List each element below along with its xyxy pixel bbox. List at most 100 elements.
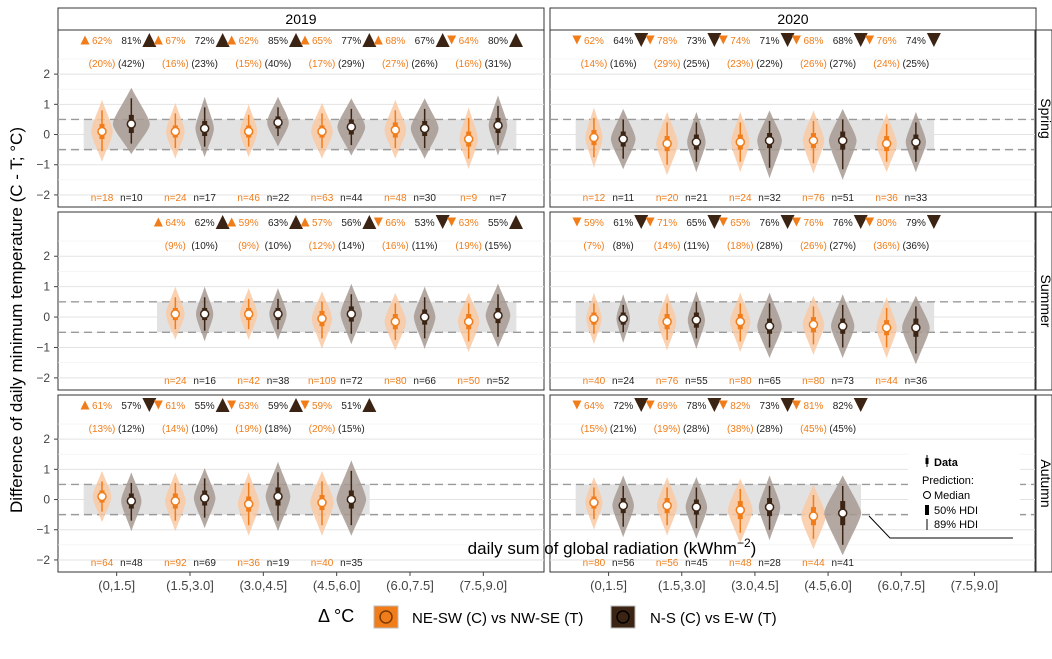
panel-frame bbox=[57, 211, 545, 391]
median-point bbox=[170, 126, 181, 137]
inset-prediction-title: Prediction: bbox=[922, 475, 974, 487]
median-point bbox=[837, 321, 848, 331]
panel: −2 −1 0 1 2 n=24 64% (9%) n=16 62% (10%) n=42 59% (9%… bbox=[36, 211, 545, 391]
season-strip-label: Spring bbox=[1038, 98, 1052, 138]
prob-label: 80% bbox=[877, 218, 897, 229]
season-strip-label: Autumn bbox=[1038, 459, 1052, 507]
rope-prob-label: (19%) bbox=[235, 424, 262, 435]
median-point bbox=[589, 313, 599, 324]
arrow-down-icon bbox=[865, 35, 875, 45]
n-label: n=10 bbox=[120, 193, 143, 204]
n-label: n=24 bbox=[164, 376, 187, 387]
median-key bbox=[923, 491, 931, 499]
rope-prob-label: (36%) bbox=[873, 241, 900, 252]
x-tick-label: (0,1.5] bbox=[98, 578, 135, 593]
n-label: n=20 bbox=[656, 193, 679, 204]
violin-group: n=52 55% (15%) bbox=[485, 215, 523, 387]
panel: −2 −1 0 1 2 (0,1.5] (1.5,3.0] (3.0,4.5] (4.5,6.0… bbox=[36, 394, 545, 593]
y-tick-label: −1 bbox=[36, 340, 50, 354]
violin-group: n=38 63% (10%) bbox=[265, 215, 303, 387]
prob-label: 76% bbox=[760, 218, 780, 229]
arrow-up-icon bbox=[227, 217, 237, 227]
arrow-down-icon bbox=[142, 398, 157, 412]
panel-frame bbox=[57, 394, 545, 573]
n-label: n=56 bbox=[656, 558, 679, 569]
legend-key-ne-sw-dot bbox=[379, 610, 393, 624]
rope-prob-label: (15%) bbox=[338, 424, 365, 435]
arrow-down-icon bbox=[634, 215, 649, 229]
median-point bbox=[808, 319, 819, 330]
violin-group: n=80 76% (26%) bbox=[791, 217, 827, 387]
arrow-up-icon bbox=[289, 33, 303, 47]
median-point bbox=[881, 138, 892, 149]
violin-group: n=45 78% (28%) bbox=[683, 398, 722, 569]
median-point bbox=[662, 500, 672, 511]
rope-prob-label: (26%) bbox=[800, 59, 827, 70]
arrow-down-icon bbox=[572, 217, 582, 227]
arrow-down-icon bbox=[853, 215, 868, 229]
arrow-up-icon bbox=[153, 217, 163, 227]
rope-prob-label: (16%) bbox=[382, 241, 409, 252]
x-tick-label: (1.5,3.0] bbox=[658, 578, 706, 593]
n-label: n=12 bbox=[583, 193, 606, 204]
n-label: n=48 bbox=[384, 193, 407, 204]
median-point bbox=[390, 125, 401, 135]
arrow-down-icon bbox=[926, 215, 941, 229]
prob-label: 76% bbox=[877, 36, 897, 47]
median-point bbox=[808, 511, 819, 521]
rope-prob-label: (9%) bbox=[238, 241, 259, 252]
panel: n=1262%(14%)n=1164%(16%)n=2078%(29%)n=21… bbox=[549, 29, 1036, 208]
arrow-down-icon bbox=[791, 217, 801, 227]
inset-median-label: Median bbox=[934, 490, 970, 502]
violin-group: n=76 68% (26%) bbox=[791, 35, 827, 204]
x-axis-title: daily sum of global radiation (kWhm−2) bbox=[468, 536, 757, 558]
n-label: n=52 bbox=[487, 376, 510, 387]
median-point bbox=[691, 502, 702, 512]
prob-label: 72% bbox=[195, 36, 215, 47]
rope-prob-label: (26%) bbox=[411, 59, 438, 70]
n-label: n=69 bbox=[193, 558, 216, 569]
median-point bbox=[273, 491, 283, 502]
n-label: n=80 bbox=[384, 376, 407, 387]
rope-prob-label: (28%) bbox=[683, 424, 710, 435]
violin-group: n=33 74% (25%) bbox=[903, 33, 941, 204]
rope-prob-label: (15%) bbox=[485, 241, 512, 252]
arrow-down-icon bbox=[634, 33, 649, 47]
prob-label: 64% bbox=[613, 36, 633, 47]
rope-prob-label: (29%) bbox=[654, 59, 681, 70]
season-strip bbox=[1035, 394, 1052, 573]
n-label: n=44 bbox=[802, 558, 825, 569]
rope-prob-label: (28%) bbox=[756, 424, 783, 435]
rope-prob-label: (11%) bbox=[683, 241, 709, 252]
median-point bbox=[493, 310, 503, 321]
n-label: n=109 bbox=[308, 376, 337, 387]
median-point bbox=[691, 315, 702, 325]
y-tick-label: 1 bbox=[43, 97, 50, 111]
violin-group: n=56 72% (21%) bbox=[610, 398, 649, 569]
y-tick-label: 2 bbox=[43, 249, 50, 263]
prob-label: 67% bbox=[165, 36, 185, 47]
inset-legend: Data Prediction: Median 50% HDI 89% HDI bbox=[868, 452, 1020, 539]
n-label: n=36 bbox=[875, 193, 898, 204]
median-point bbox=[243, 309, 254, 319]
n-label: n=76 bbox=[802, 193, 825, 204]
x-tick-label: (4.5,6.0] bbox=[313, 578, 361, 593]
arrow-down-icon bbox=[447, 217, 457, 227]
median-point bbox=[735, 505, 746, 515]
rope-prob-label: (14%) bbox=[338, 241, 365, 252]
median-point bbox=[808, 135, 819, 146]
violin-group: n=76 71% (14%) bbox=[645, 217, 680, 387]
arrow-up-icon bbox=[227, 35, 237, 45]
violin-group: n=46 62% (15%) bbox=[227, 35, 262, 204]
arrow-down-icon bbox=[780, 215, 795, 229]
arrow-up-icon bbox=[362, 33, 377, 47]
arrow-up-icon bbox=[300, 217, 310, 227]
violin-group: n=35 51% (15%) bbox=[336, 398, 377, 569]
rope-prob-label: (40%) bbox=[265, 59, 292, 70]
n-label: n=48 bbox=[120, 558, 143, 569]
prob-label: 55% bbox=[195, 401, 215, 412]
median-point bbox=[881, 322, 892, 333]
violin-group: n=24 64% (9%) bbox=[153, 217, 187, 387]
n-label: n=40 bbox=[311, 558, 334, 569]
year-strip-label: 2019 bbox=[285, 11, 316, 27]
